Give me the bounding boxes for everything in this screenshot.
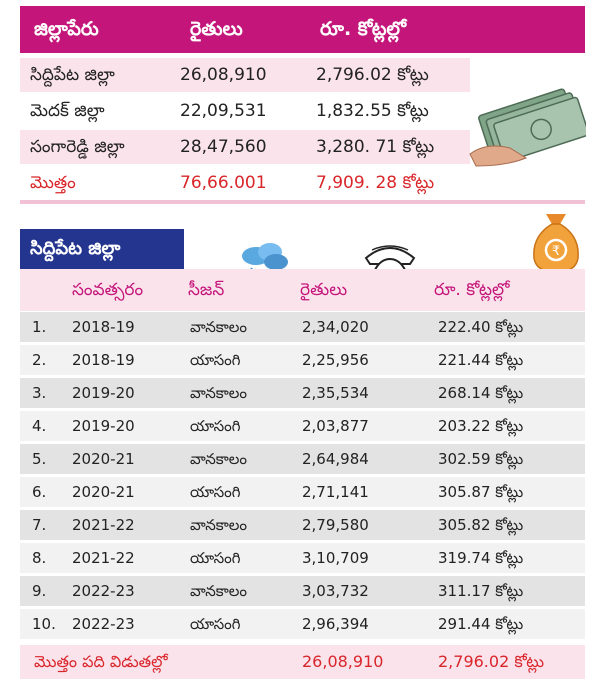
- row-amount: 311.17 కోట్లు: [438, 582, 524, 600]
- district-table-body: సిద్దిపేట జిల్లా 26,08,910 2,796.02 కోట్…: [20, 58, 470, 202]
- district-name: సంగారెడ్డి జిల్లా: [30, 137, 125, 157]
- divider: [20, 200, 585, 204]
- row-season: యాసంగి: [190, 615, 241, 633]
- total-amount: 2,796.02 కోట్లు: [438, 652, 545, 671]
- district-name: సిద్దిపేట జిల్లా: [30, 65, 115, 85]
- row-farmers: 2,25,956: [302, 351, 369, 369]
- row-number: 5.: [32, 450, 47, 468]
- row-amount: 222.40 కోట్లు: [438, 318, 524, 336]
- row-year: 2019-20: [72, 417, 135, 435]
- row-farmers: 2,64,984: [302, 450, 369, 468]
- row-number: 3.: [32, 384, 47, 402]
- table-row: సంగారెడ్డి జిల్లా 28,47,560 3,280. 71 కో…: [20, 130, 470, 164]
- district-table-header: జిల్లాపేరు రైతులు రూ. కోట్లల్లో: [20, 6, 585, 53]
- siddipet-title: సిద్దిపేట జిల్లా: [30, 238, 121, 259]
- row-year: 2021-22: [72, 516, 135, 534]
- table-row: 10. 2022-23 యాసంగి 2,96,394 291.44 కోట్ల…: [20, 609, 585, 639]
- row-season: యాసంగి: [190, 351, 241, 369]
- table-row: 4. 2019-20 యాసంగి 2,03,877 203.22 కోట్లు: [20, 411, 585, 441]
- header-season: సీజన్: [188, 280, 225, 300]
- header-farmers: రైతులు: [190, 18, 243, 40]
- row-year: 2022-23: [72, 582, 135, 600]
- total-row: మొత్తం 76,66.001 7,909. 28 కోట్లు: [20, 166, 470, 200]
- svg-text:₹: ₹: [552, 244, 560, 259]
- siddipet-label: సిద్దిపేట జిల్లా: [20, 229, 184, 269]
- row-number: 7.: [32, 516, 47, 534]
- row-year: 2022-23: [72, 615, 135, 633]
- siddipet-table-header: సంవత్సరం సీజన్ రైతులు రూ. కోట్లల్లో: [20, 269, 585, 311]
- header-amount: రూ. కోట్లల్లో: [320, 18, 407, 40]
- row-season: వానకాలం: [190, 318, 248, 336]
- total-amount: 7,909. 28 కోట్లు: [316, 173, 435, 193]
- row-season: యాసంగి: [190, 549, 241, 567]
- row-year: 2018-19: [72, 351, 135, 369]
- farmers-count: 26,08,910: [180, 65, 267, 85]
- row-season: వానకాలం: [190, 582, 248, 600]
- table-row: 8. 2021-22 యాసంగి 3,10,709 319.74 కోట్లు: [20, 543, 585, 573]
- row-number: 10.: [32, 615, 56, 633]
- row-amount: 203.22 కోట్లు: [438, 417, 524, 435]
- table-row: మెదక్ జిల్లా 22,09,531 1,832.55 కోట్లు: [20, 94, 470, 128]
- header-year: సంవత్సరం: [72, 280, 144, 300]
- row-year: 2020-21: [72, 483, 135, 501]
- row-number: 9.: [32, 582, 47, 600]
- row-farmers: 2,96,394: [302, 615, 369, 633]
- row-amount: 221.44 కోట్లు: [438, 351, 524, 369]
- row-farmers: 3,03,732: [302, 582, 369, 600]
- row-year: 2021-22: [72, 549, 135, 567]
- siddipet-total-row: మొత్తం పది విడుతల్లో 26,08,910 2,796.02 …: [20, 645, 585, 679]
- row-farmers: 3,10,709: [302, 549, 369, 567]
- table-row: 5. 2020-21 వానకాలం 2,64,984 302.59 కోట్ల…: [20, 444, 585, 474]
- row-farmers: 2,34,020: [302, 318, 369, 336]
- table-row: 3. 2019-20 వానకాలం 2,35,534 268.14 కోట్ల…: [20, 378, 585, 408]
- amount-value: 3,280. 71 కోట్లు: [316, 137, 435, 157]
- row-farmers: 2,03,877: [302, 417, 369, 435]
- row-amount: 302.59 కోట్లు: [438, 450, 524, 468]
- row-season: వానకాలం: [190, 384, 248, 402]
- table-row: 9. 2022-23 వానకాలం 3,03,732 311.17 కోట్ల…: [20, 576, 585, 606]
- money-notes-icon: [469, 88, 586, 167]
- row-season: యాసంగి: [190, 417, 241, 435]
- row-season: వానకాలం: [190, 516, 248, 534]
- total-farmers: 26,08,910: [302, 652, 384, 671]
- district-name: మెదక్ జిల్లా: [30, 101, 105, 121]
- row-year: 2020-21: [72, 450, 135, 468]
- farmers-count: 22,09,531: [180, 101, 267, 121]
- table-row: సిద్దిపేట జిల్లా 26,08,910 2,796.02 కోట్…: [20, 58, 470, 92]
- row-farmers: 2,35,534: [302, 384, 369, 402]
- row-number: 4.: [32, 417, 47, 435]
- row-farmers: 2,71,141: [302, 483, 369, 501]
- row-season: వానకాలం: [190, 450, 248, 468]
- row-year: 2018-19: [72, 318, 135, 336]
- header-farmers: రైతులు: [300, 280, 348, 300]
- table-row: 7. 2021-22 వానకాలం 2,79,580 305.82 కోట్ల…: [20, 510, 585, 540]
- row-amount: 291.44 కోట్లు: [438, 615, 524, 633]
- row-number: 2.: [32, 351, 47, 369]
- table-row: 6. 2020-21 యాసంగి 2,71,141 305.87 కోట్లు: [20, 477, 585, 507]
- row-amount: 268.14 కోట్లు: [438, 384, 524, 402]
- row-number: 8.: [32, 549, 47, 567]
- row-year: 2019-20: [72, 384, 135, 402]
- amount-value: 1,832.55 కోట్లు: [316, 101, 429, 121]
- row-amount: 305.82 కోట్లు: [438, 516, 524, 534]
- total-label: మొత్తం పది విడుతల్లో: [34, 652, 168, 671]
- row-amount: 305.87 కోట్లు: [438, 483, 524, 501]
- money-bag-icon: ₹: [533, 214, 579, 273]
- table-row: 2. 2018-19 యాసంగి 2,25,956 221.44 కోట్లు: [20, 345, 585, 375]
- row-number: 1.: [32, 318, 47, 336]
- header-district: జిల్లాపేరు: [34, 18, 99, 40]
- amount-value: 2,796.02 కోట్లు: [316, 65, 429, 85]
- total-label: మొత్తం: [30, 173, 76, 193]
- row-farmers: 2,79,580: [302, 516, 369, 534]
- table-row: 1. 2018-19 వానకాలం 2,34,020 222.40 కోట్ల…: [20, 312, 585, 342]
- row-season: యాసంగి: [190, 483, 241, 501]
- header-amount: రూ. కోట్లల్లో: [434, 280, 510, 300]
- farmers-count: 28,47,560: [180, 137, 267, 157]
- row-amount: 319.74 కోట్లు: [438, 549, 524, 567]
- row-number: 6.: [32, 483, 47, 501]
- total-farmers: 76,66.001: [180, 173, 267, 193]
